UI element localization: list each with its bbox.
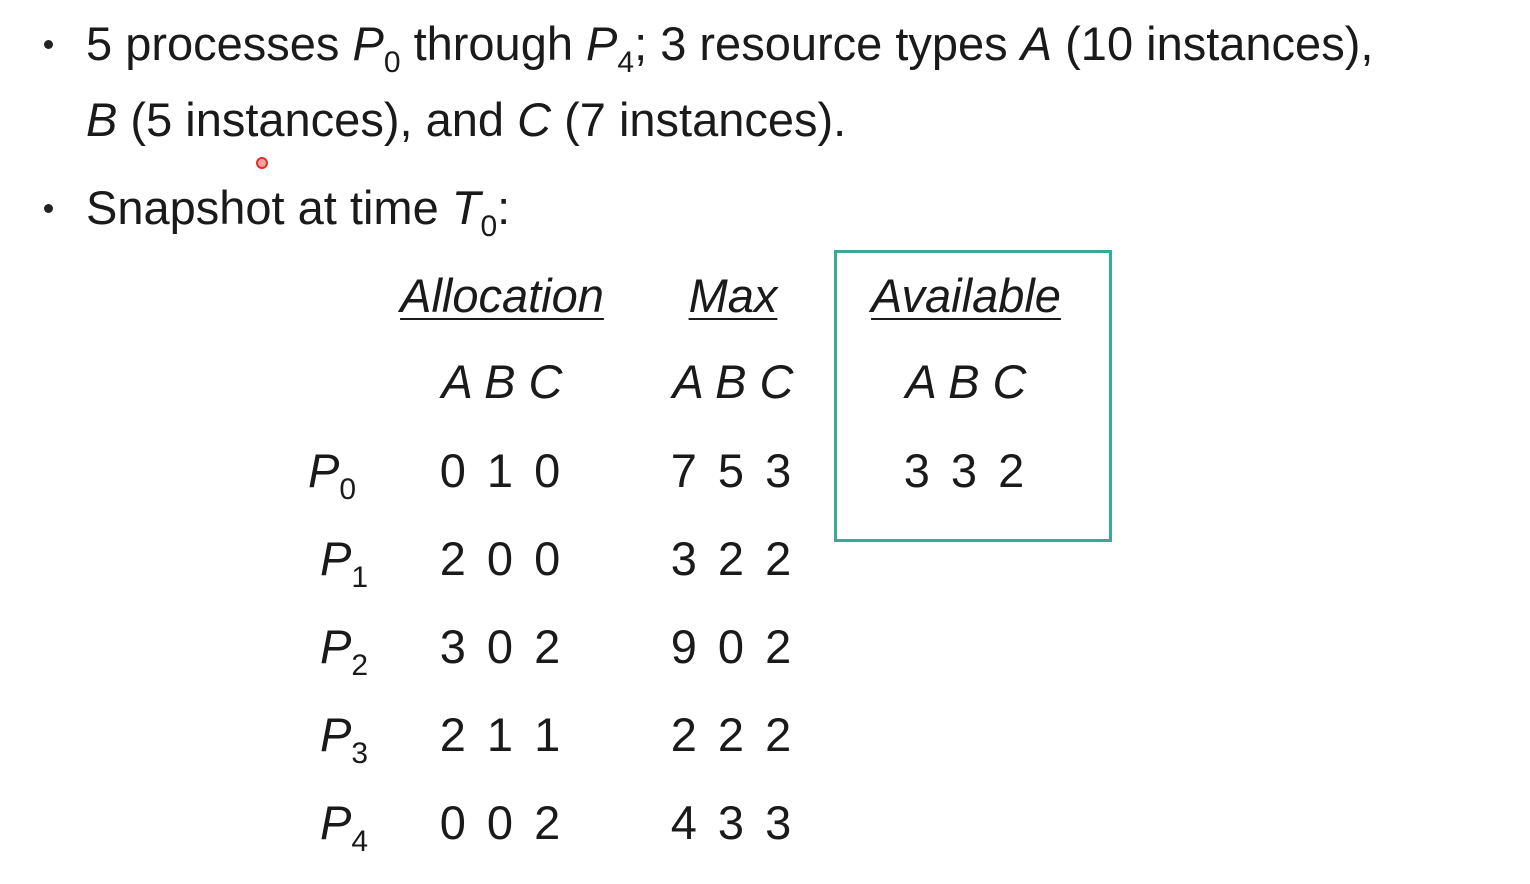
text: 5 processes: [86, 17, 353, 70]
header-text: Max: [688, 269, 778, 322]
process-subscript: 3: [351, 737, 369, 770]
text: :: [497, 181, 511, 234]
text: A: [1020, 17, 1053, 70]
process-label: P1: [214, 531, 474, 606]
process-label: P4: [214, 795, 474, 870]
process-subscript: 0: [339, 473, 357, 506]
max-cell: 2 2 2: [670, 708, 796, 761]
process-subscript: 2: [351, 649, 369, 682]
text: P: [586, 17, 618, 70]
column-subheader: A B C: [441, 355, 563, 408]
bullet-1-line-2: B (5 instances), and C (7 instances).: [86, 92, 846, 148]
text: B: [86, 93, 118, 146]
max-cell: 4 3 3: [670, 796, 796, 849]
process-subscript: 1: [351, 561, 369, 594]
process-label: P2: [214, 619, 474, 694]
process-name: P: [307, 444, 340, 497]
allocation-cell: 0 0 2: [439, 796, 565, 849]
text: (7 instances).: [551, 93, 847, 146]
column-subheader: A B C: [905, 355, 1027, 408]
available-box: [834, 250, 1112, 542]
bullet-dot: [44, 204, 53, 213]
laser-pointer: [256, 157, 268, 169]
allocation-cell: 0 1 0: [439, 444, 565, 497]
process-name: P: [319, 532, 352, 585]
process-name: P: [319, 708, 352, 761]
bullet-2: Snapshot at time T0:: [86, 180, 510, 255]
allocation-cell: 2 0 0: [439, 532, 565, 585]
process-label: P3: [214, 707, 474, 782]
text: C: [517, 93, 552, 146]
text: (5 instances), and: [117, 93, 518, 146]
text: (10 instances),: [1052, 17, 1374, 70]
text: T: [451, 181, 481, 234]
bullet-1-line-1: 5 processes P0 through P4; 3 resource ty…: [86, 16, 1373, 91]
max-cell: 3 2 2: [670, 532, 796, 585]
column-header: Allocation: [372, 268, 632, 324]
allocation-cell: 3 0 2: [439, 620, 565, 673]
max-cell: 9 0 2: [670, 620, 796, 673]
column-header: Max: [603, 268, 863, 324]
subscript: 0: [480, 210, 498, 243]
subscript: 0: [383, 46, 401, 79]
allocation-cell: 2 1 1: [439, 708, 565, 761]
process-label: P0: [202, 443, 462, 518]
process-name: P: [319, 796, 352, 849]
text: P: [352, 17, 384, 70]
header-text: Available: [871, 269, 1061, 322]
process-subscript: 4: [351, 825, 369, 858]
bullet-dot: [44, 40, 53, 49]
max-cell: 7 5 3: [670, 444, 796, 497]
text: ; 3 resource types: [634, 17, 1021, 70]
subscript: 4: [617, 46, 635, 79]
header-text: Allocation: [400, 269, 604, 322]
available-cell: 3 3 2: [903, 444, 1029, 497]
text: through: [400, 17, 587, 70]
text: Snapshot at time: [86, 181, 452, 234]
column-subheader: A B C: [672, 355, 794, 408]
column-header: Available: [836, 268, 1096, 324]
process-name: P: [319, 620, 352, 673]
